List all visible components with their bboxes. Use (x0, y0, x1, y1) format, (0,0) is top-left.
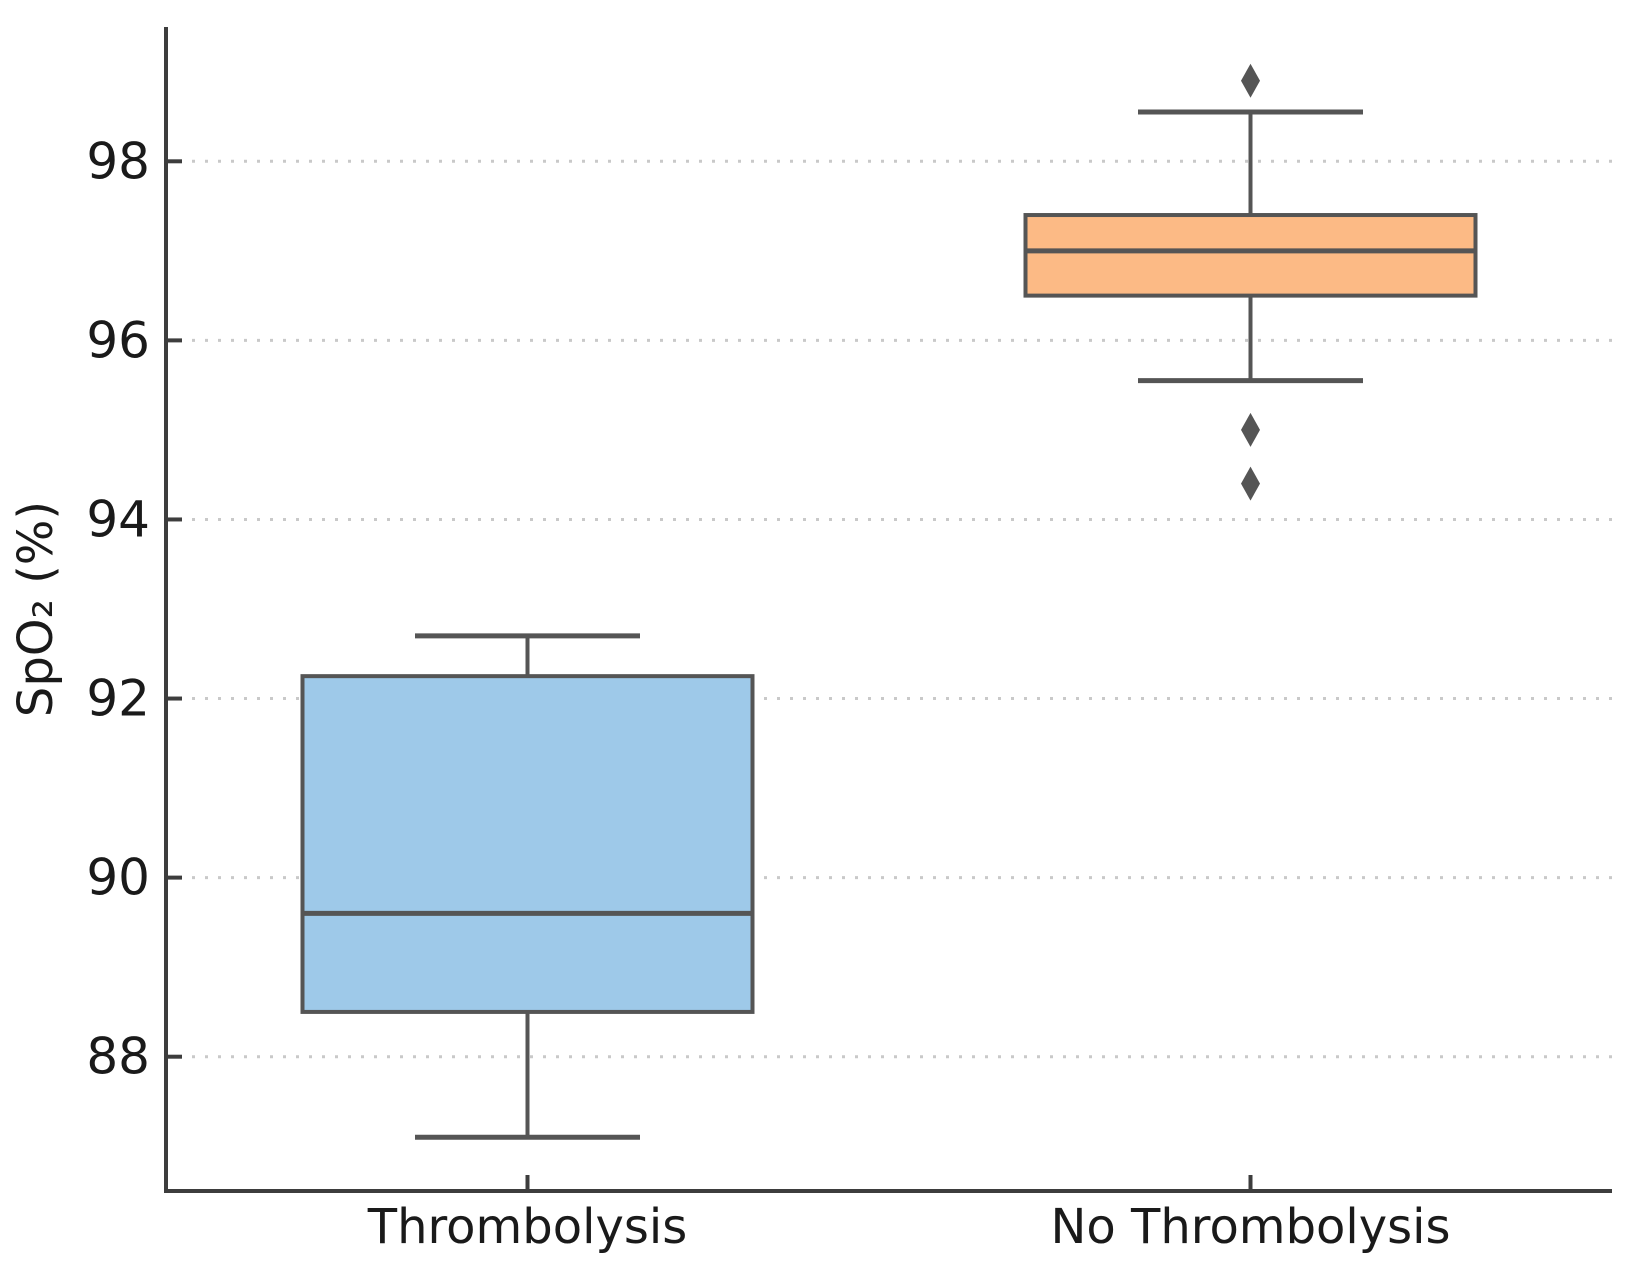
y-tick-label-94: 94 (86, 490, 150, 548)
x-tick-label-no-thrombolysis: No Thrombolysis (1050, 1199, 1450, 1255)
box-layer (300, 63, 1478, 1140)
boxplot-no-thrombolysis (1023, 63, 1478, 501)
y-tick-label-90: 90 (86, 849, 150, 907)
box-no-thrombolysis (1023, 213, 1478, 298)
axis-layer: 88 90 92 94 96 98 Thrombolysis No Thrombolysis (86, 27, 1612, 1255)
y-tick-label-96: 96 (86, 311, 150, 369)
y-tick-label-88: 88 (86, 1028, 150, 1086)
outlier-diamond-no-thrombolysis-2 (1241, 466, 1260, 501)
y-tick-label-98: 98 (86, 132, 150, 190)
outlier-diamond-no-thrombolysis-0 (1241, 63, 1260, 98)
y-tick-label-92: 92 (86, 670, 150, 728)
boxplot-thrombolysis (300, 633, 755, 1140)
y-axis-label: SpO₂ (%) (8, 501, 64, 717)
box-thrombolysis (300, 674, 755, 1014)
x-tick-label-thrombolysis: Thrombolysis (367, 1199, 687, 1255)
outlier-diamond-no-thrombolysis-1 (1241, 412, 1260, 447)
